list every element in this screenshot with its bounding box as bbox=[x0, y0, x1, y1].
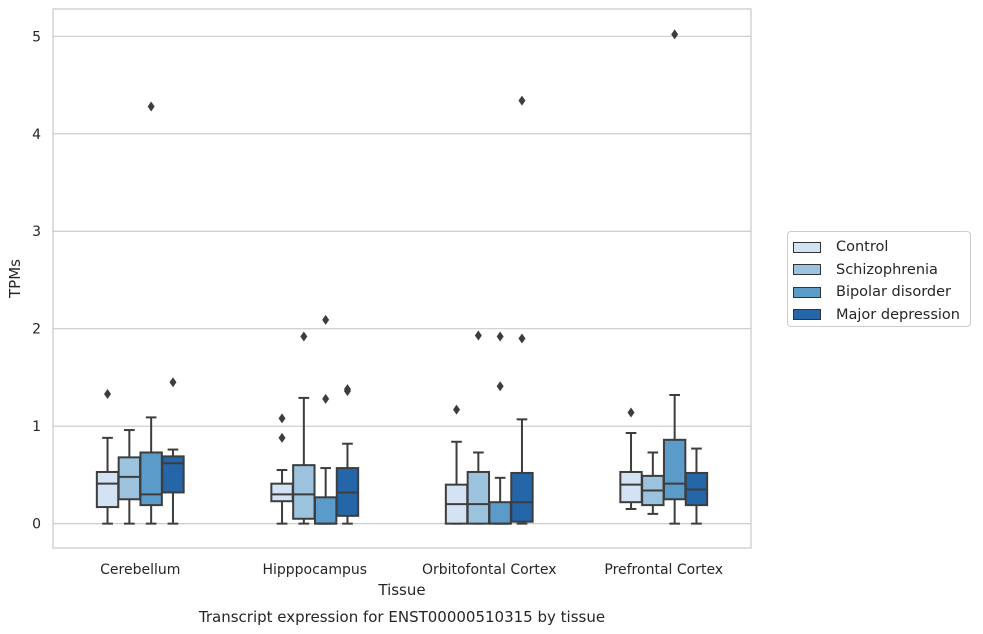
plot-area-frame bbox=[52, 8, 752, 549]
outlier-point bbox=[278, 413, 286, 424]
box-2-2 bbox=[488, 331, 512, 525]
outlier-point bbox=[496, 381, 504, 392]
outlier-point bbox=[518, 95, 526, 106]
outlier-point bbox=[627, 407, 635, 418]
outlier-point bbox=[147, 101, 155, 112]
outlier-point bbox=[169, 377, 177, 388]
box-2-3 bbox=[662, 29, 687, 525]
y-tick-label: 5 bbox=[32, 29, 41, 45]
gridlines bbox=[53, 35, 751, 525]
outlier-point bbox=[518, 333, 526, 344]
box-1-1 bbox=[292, 331, 316, 525]
box-body bbox=[161, 455, 185, 494]
box-body bbox=[313, 496, 338, 525]
chart-title: Transcript expression for ENST0000051031… bbox=[198, 608, 605, 626]
legend-item: Control bbox=[793, 236, 970, 259]
box-0-2 bbox=[444, 404, 469, 525]
box-2-0 bbox=[139, 101, 163, 525]
legend: Control Schizophrenia Bipolar disorder Majo… bbox=[787, 231, 971, 327]
outlier-point bbox=[300, 331, 308, 342]
box-body bbox=[270, 482, 294, 503]
outlier-point bbox=[104, 389, 112, 399]
box-3-2 bbox=[510, 95, 534, 525]
box-3-1 bbox=[335, 384, 360, 525]
box-body bbox=[466, 470, 491, 525]
legend-swatch bbox=[793, 264, 821, 276]
y-tick-label: 3 bbox=[32, 224, 41, 240]
box-body bbox=[139, 451, 163, 507]
x-axis-label: Tissue bbox=[377, 581, 425, 599]
legend-label: Schizophrenia bbox=[836, 261, 938, 278]
x-tick-label: Orbitofontal Cortex bbox=[422, 562, 557, 578]
legend-item: Bipolar disorder bbox=[793, 281, 970, 304]
box-0-3 bbox=[619, 407, 643, 511]
box-2-1 bbox=[313, 314, 338, 525]
legend-item: Major depression bbox=[793, 304, 970, 327]
legend-item: Schizophrenia bbox=[793, 259, 970, 282]
legend-swatch bbox=[793, 286, 821, 298]
outlier-point bbox=[322, 314, 330, 325]
y-tick-label: 4 bbox=[32, 127, 41, 143]
outlier-point bbox=[496, 331, 504, 342]
boxes bbox=[95, 29, 709, 525]
legend-label: Major depression bbox=[836, 306, 960, 323]
x-tick-label: Hipppocampus bbox=[262, 562, 367, 578]
box-3-0 bbox=[161, 377, 185, 525]
outlier-point bbox=[474, 330, 482, 341]
outlier-point bbox=[343, 384, 351, 395]
outlier-point bbox=[322, 393, 330, 404]
box-1-2 bbox=[466, 330, 491, 525]
legend-label: Bipolar disorder bbox=[836, 284, 951, 301]
box-1-0 bbox=[117, 429, 142, 525]
legend-label: Control bbox=[836, 239, 889, 256]
x-tick-label: Prefrontal Cortex bbox=[604, 562, 723, 578]
tick-labels: 0 1 2 3 4 5 Cerebellum Hipppocampus Orbitofontal… bbox=[32, 29, 723, 578]
outlier-point bbox=[453, 404, 461, 415]
box-body bbox=[662, 438, 687, 501]
y-tick-label: 1 bbox=[32, 419, 41, 435]
box-body bbox=[510, 471, 534, 523]
y-tick-label: 2 bbox=[32, 322, 41, 338]
box-1-3 bbox=[641, 451, 665, 515]
y-axis-label: TPMs bbox=[6, 259, 24, 299]
box-0-0 bbox=[95, 389, 120, 525]
x-tick-label: Cerebellum bbox=[100, 562, 180, 578]
outlier-point bbox=[671, 29, 679, 40]
box-3-3 bbox=[684, 447, 709, 525]
box-body bbox=[117, 456, 142, 501]
box-body bbox=[488, 501, 512, 525]
box-body bbox=[292, 464, 316, 520]
box-body bbox=[619, 470, 643, 504]
legend-swatch bbox=[793, 241, 821, 253]
box-0-1 bbox=[270, 413, 294, 525]
legend-swatch bbox=[793, 309, 821, 321]
y-tick-label: 0 bbox=[32, 517, 41, 533]
box-body bbox=[95, 470, 120, 509]
outlier-point bbox=[278, 432, 286, 443]
